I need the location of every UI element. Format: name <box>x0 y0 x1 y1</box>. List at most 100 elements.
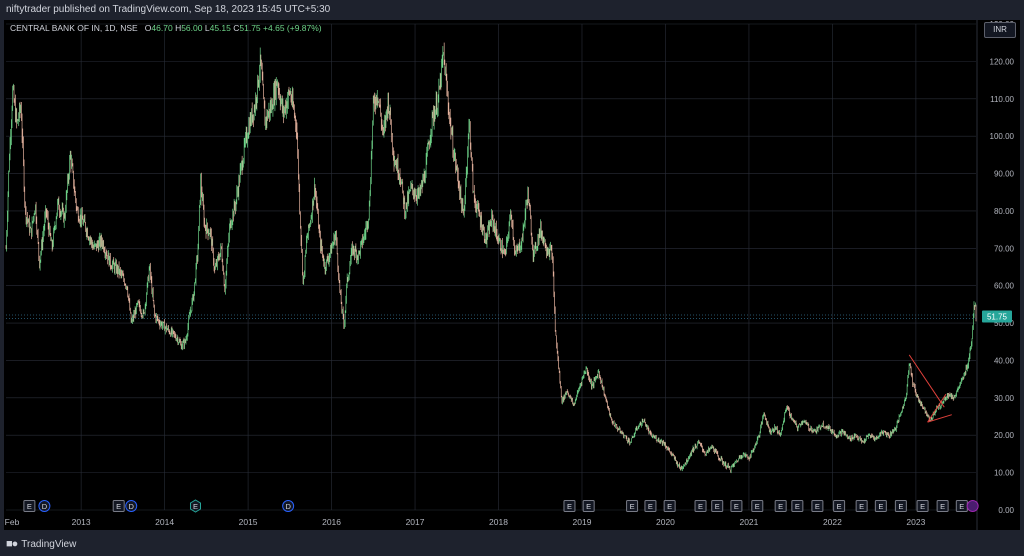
trendline[interactable] <box>927 393 947 423</box>
earnings-marker-icon[interactable] <box>774 500 787 512</box>
footer-bar: ■● TradingView <box>0 530 1024 556</box>
x-tick-label: Feb <box>5 517 20 527</box>
x-tick-label: 2017 <box>406 517 425 527</box>
price-chart[interactable]: 0.00 10.00 20.00 30.00 40.00 50.00 60.00 70.00 8… <box>4 20 1020 530</box>
symbol-name: CENTRAL BANK OF IN, 1D, NSE <box>10 23 138 33</box>
publish-info-bar: niftytrader published on TradingView.com… <box>0 0 1024 20</box>
tradingview-logo[interactable]: ■● TradingView <box>6 538 76 550</box>
event-marker-label: E <box>959 502 964 511</box>
earnings-marker-icon[interactable] <box>626 500 639 512</box>
event-marker-label: E <box>630 502 635 511</box>
high-label: H <box>175 23 182 33</box>
y-tick-label: 30.00 <box>994 394 1015 403</box>
last-price-label: 51.75 <box>987 313 1008 322</box>
earnings-marker-icon[interactable] <box>894 500 907 512</box>
dividend-marker-icon[interactable] <box>282 500 295 512</box>
event-marker-label: E <box>116 502 121 511</box>
trendline[interactable] <box>927 414 952 423</box>
event-marker-label: E <box>837 502 842 511</box>
event-marker-label: E <box>815 502 820 511</box>
y-tick-label: 80.00 <box>994 207 1015 216</box>
y-tick-label: 90.00 <box>994 170 1015 179</box>
event-marker-label: E <box>715 502 720 511</box>
close-label: C <box>233 23 240 33</box>
dividend-marker-icon[interactable] <box>38 500 51 512</box>
earnings-marker-icon[interactable] <box>936 500 949 512</box>
x-tick-label: 2019 <box>573 517 592 527</box>
event-marker-label: D <box>42 502 48 511</box>
y-tick-label: 40.00 <box>994 356 1015 365</box>
event-marker-label: E <box>586 502 591 511</box>
x-tick-label: 2016 <box>322 517 341 527</box>
currency-button[interactable]: INR <box>984 22 1016 38</box>
earnings-marker-icon[interactable] <box>663 500 676 512</box>
earnings-marker-icon[interactable] <box>833 500 846 512</box>
earnings-marker-icon[interactable] <box>874 500 887 512</box>
event-marker-label: E <box>795 502 800 511</box>
low-label: L <box>204 23 210 33</box>
earnings-marker-icon[interactable] <box>23 500 36 512</box>
earnings-marker-icon[interactable] <box>751 500 764 512</box>
event-marker-label: D <box>129 502 135 511</box>
trendline[interactable] <box>908 354 945 408</box>
y-tick-label: 20.00 <box>994 431 1015 440</box>
earnings-marker-icon[interactable] <box>563 500 576 512</box>
chart-area[interactable]: 0.00 10.00 20.00 30.00 40.00 50.00 60.00 70.00 8… <box>4 20 1020 530</box>
open-value: 46.70 <box>151 23 173 33</box>
publish-line: niftytrader published on TradingView.com… <box>6 4 331 15</box>
event-marker-label: D <box>285 502 291 511</box>
y-tick-label: 0.00 <box>998 506 1014 515</box>
change-value: +4.65 (+9.87%) <box>263 23 322 33</box>
earnings-marker-icon[interactable] <box>582 500 595 512</box>
last-price-tag <box>982 310 1012 323</box>
x-tick-label: 2023 <box>906 517 925 527</box>
dividend-marker-icon[interactable] <box>125 500 138 512</box>
event-marker-label: E <box>898 502 903 511</box>
x-tick-label: 2021 <box>739 517 758 527</box>
event-marker-label: E <box>648 502 653 511</box>
event-marker-label: E <box>859 502 864 511</box>
high-value: 56.00 <box>181 23 203 33</box>
x-tick-label: 2015 <box>239 517 258 527</box>
event-marker-label: E <box>667 502 672 511</box>
low-value: 45.15 <box>209 23 231 33</box>
brand-name: TradingView <box>21 538 77 550</box>
event-marker-label: E <box>878 502 883 511</box>
x-tick-label: 2022 <box>823 517 842 527</box>
event-marker-label: E <box>778 502 783 511</box>
tradingview-logo-icon: ■● <box>6 538 18 550</box>
earnings-marker-icon[interactable] <box>644 500 657 512</box>
y-tick-label: 120.00 <box>990 57 1015 66</box>
close-value: 51.75 <box>239 23 261 33</box>
symbol-legend: CENTRAL BANK OF IN, 1D, NSE O46.70 H56.0… <box>10 23 322 33</box>
event-marker-label: E <box>567 502 572 511</box>
earnings-marker-icon[interactable] <box>189 499 201 513</box>
y-tick-label: 110.00 <box>990 95 1014 104</box>
y-tick-label: 50.00 <box>994 319 1015 328</box>
split-marker-icon[interactable] <box>966 500 979 512</box>
x-tick-label: 2018 <box>489 517 508 527</box>
y-tick-label: 10.00 <box>994 469 1015 478</box>
earnings-marker-icon[interactable] <box>855 500 868 512</box>
y-tick-label: 60.00 <box>994 282 1015 291</box>
earnings-marker-icon[interactable] <box>811 500 824 512</box>
event-marker-label: E <box>755 502 760 511</box>
event-marker-label: E <box>193 502 198 511</box>
x-tick-label: 2020 <box>656 517 675 527</box>
earnings-marker-icon[interactable] <box>694 500 707 512</box>
earnings-marker-icon[interactable] <box>112 500 125 512</box>
x-tick-label: 2014 <box>155 517 174 527</box>
event-marker-label: E <box>27 502 32 511</box>
earnings-marker-icon[interactable] <box>916 500 929 512</box>
earnings-marker-icon[interactable] <box>730 500 743 512</box>
event-marker-label: E <box>734 502 739 511</box>
earnings-marker-icon[interactable] <box>791 500 804 512</box>
event-marker-label: E <box>698 502 703 511</box>
y-tick-label: 70.00 <box>994 244 1015 253</box>
x-tick-label: 2013 <box>72 517 91 527</box>
open-label: O <box>144 23 152 33</box>
event-marker-label: E <box>940 502 945 511</box>
event-marker-label: E <box>920 502 925 511</box>
y-tick-label: 100.00 <box>990 132 1015 141</box>
earnings-marker-icon[interactable] <box>711 500 724 512</box>
